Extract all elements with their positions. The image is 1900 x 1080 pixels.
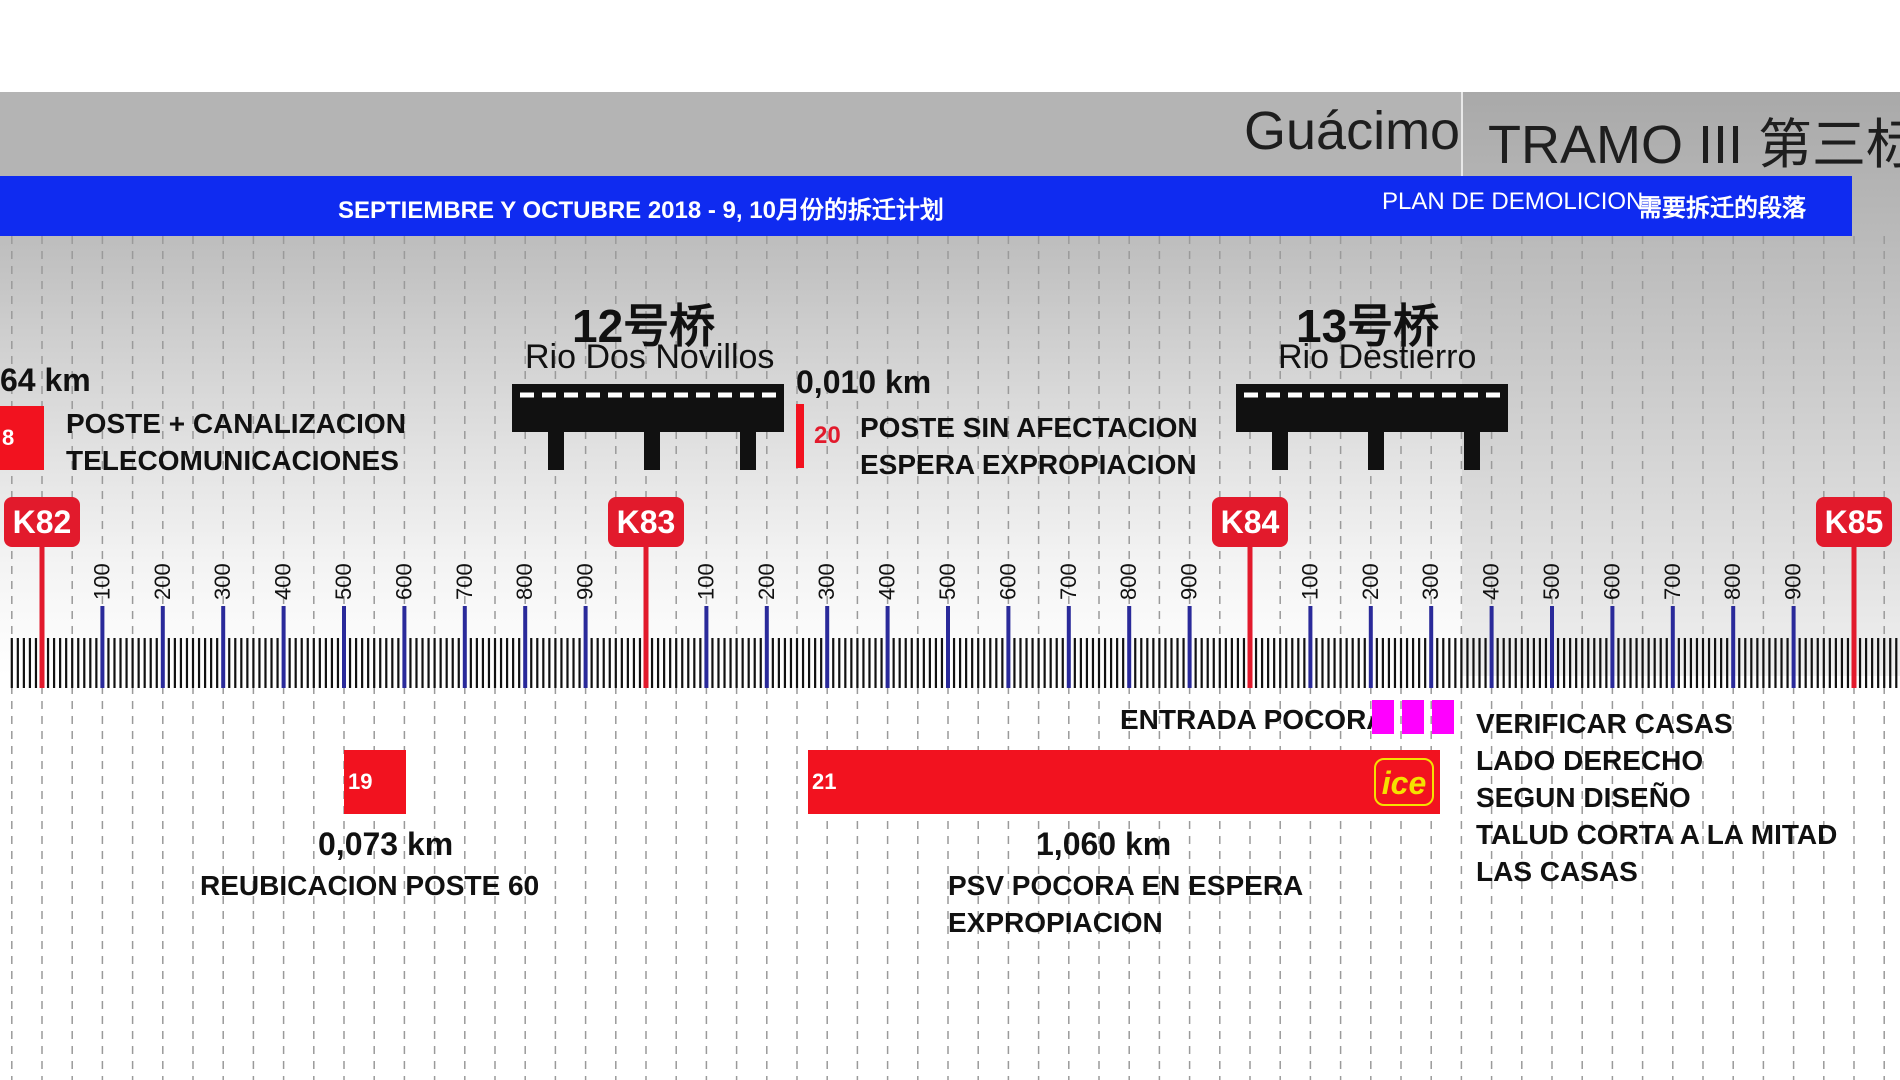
- hundred-tick-label: 300: [814, 563, 839, 600]
- item-20-length: 0,010 km: [796, 364, 932, 400]
- verificar-line-5: LAS CASAS: [1476, 856, 1638, 887]
- header-divider: [1461, 92, 1463, 176]
- km-marker-k82: K82: [4, 497, 80, 547]
- hundred-tick-label: 200: [1358, 563, 1383, 600]
- verificar-line-1: VERIFICAR CASAS: [1476, 708, 1733, 739]
- hundred-tick-label: 500: [331, 563, 356, 600]
- background-gradient: [0, 236, 1462, 676]
- item-20-number: 20: [814, 422, 841, 449]
- km-marker-k84: K84: [1212, 497, 1288, 547]
- verificar-line-4: TALUD CORTA A LA MITAD: [1476, 819, 1838, 850]
- hundred-tick-label: 400: [271, 563, 296, 600]
- hundred-tick-label: 600: [1599, 563, 1624, 600]
- hundred-tick-label: 600: [995, 563, 1020, 600]
- entrada-pocora-mark-1: [1372, 700, 1394, 734]
- item-21-line2: EXPROPIACION: [948, 907, 1163, 938]
- item-20-line2: ESPERA EXPROPIACION: [860, 449, 1197, 480]
- item-18-number: 8: [0, 406, 44, 470]
- hundred-tick-label: 300: [210, 563, 235, 600]
- entrada-pocora-label: ENTRADA POCORA: [1120, 704, 1387, 735]
- item-19-length: 0,073 km: [318, 826, 454, 862]
- hundred-tick-label: 100: [1297, 563, 1322, 600]
- hundred-tick-label: 600: [391, 563, 416, 600]
- ice-logo: ice: [1374, 758, 1434, 806]
- hundred-tick-label: 900: [573, 563, 598, 600]
- hundred-tick-label: 200: [150, 563, 175, 600]
- hundred-tick-label: 200: [754, 563, 779, 600]
- entrada-pocora-mark-3: [1432, 700, 1454, 734]
- item-20-bar: [796, 404, 804, 468]
- km-marker-k85: K85: [1816, 497, 1892, 547]
- bridge-13-river-name: Rio Destierro: [1278, 338, 1477, 376]
- hundred-tick-label: 100: [693, 563, 718, 600]
- plan-bar: [0, 176, 1852, 236]
- hundred-tick-label: 700: [1056, 563, 1081, 600]
- hundred-tick-label: 400: [1479, 563, 1504, 600]
- bridge-12-river-name: Rio Dos Novillos: [525, 338, 775, 376]
- item-19-line1: REUBICACION POSTE 60: [200, 870, 540, 901]
- plan-bar-label-es: PLAN DE DEMOLICION: [1382, 188, 1644, 215]
- plan-bar-label-cn: 需要拆迁的段落: [1638, 195, 1806, 222]
- item-21-number: 21: [812, 769, 837, 794]
- item-21-line1: PSV POCORA EN ESPERA: [948, 870, 1304, 901]
- bridge-13-cn-name: 13号桥: [1296, 300, 1440, 352]
- hundred-tick-label: 700: [452, 563, 477, 600]
- verificar-line-2: LADO DERECHO: [1476, 745, 1704, 776]
- km-marker-k83: K83: [608, 497, 684, 547]
- hundred-tick-label: 500: [1539, 563, 1564, 600]
- item-18-line1: POSTE + CANALIZACION: [66, 408, 406, 439]
- hundred-tick-label: 100: [89, 563, 114, 600]
- tramo-title: TRAMO III 第三标: [1488, 115, 1900, 175]
- hundred-tick-label: 900: [1781, 563, 1806, 600]
- item-18-length: 64 km: [0, 362, 91, 398]
- hundred-tick-label: 800: [1720, 563, 1745, 600]
- hundred-tick-label: 300: [1418, 563, 1443, 600]
- item-19-number: 19: [344, 750, 406, 814]
- hundred-tick-label: 500: [935, 563, 960, 600]
- item-20-line1: POSTE SIN AFECTACION: [860, 412, 1198, 443]
- verificar-line-3: SEGUN DISEÑO: [1476, 782, 1691, 813]
- entrada-pocora-mark-2: [1402, 700, 1424, 734]
- place-name: Guácimo: [1244, 101, 1461, 161]
- hundred-tick-label: 400: [875, 563, 900, 600]
- plan-bar-title: SEPTIEMBRE Y OCTUBRE 2018 - 9, 10月份的拆迁计划: [338, 197, 944, 224]
- hundred-tick-label: 900: [1177, 563, 1202, 600]
- item-21-bar: 21: [808, 750, 1440, 814]
- item-21-length: 1,060 km: [1036, 826, 1172, 862]
- bridge-12-cn-name: 12号桥: [572, 300, 716, 352]
- item-18-line2: TELECOMUNICACIONES: [66, 445, 399, 476]
- hundred-tick-label: 700: [1660, 563, 1685, 600]
- hundred-tick-label: 800: [512, 563, 537, 600]
- hundred-tick-label: 800: [1116, 563, 1141, 600]
